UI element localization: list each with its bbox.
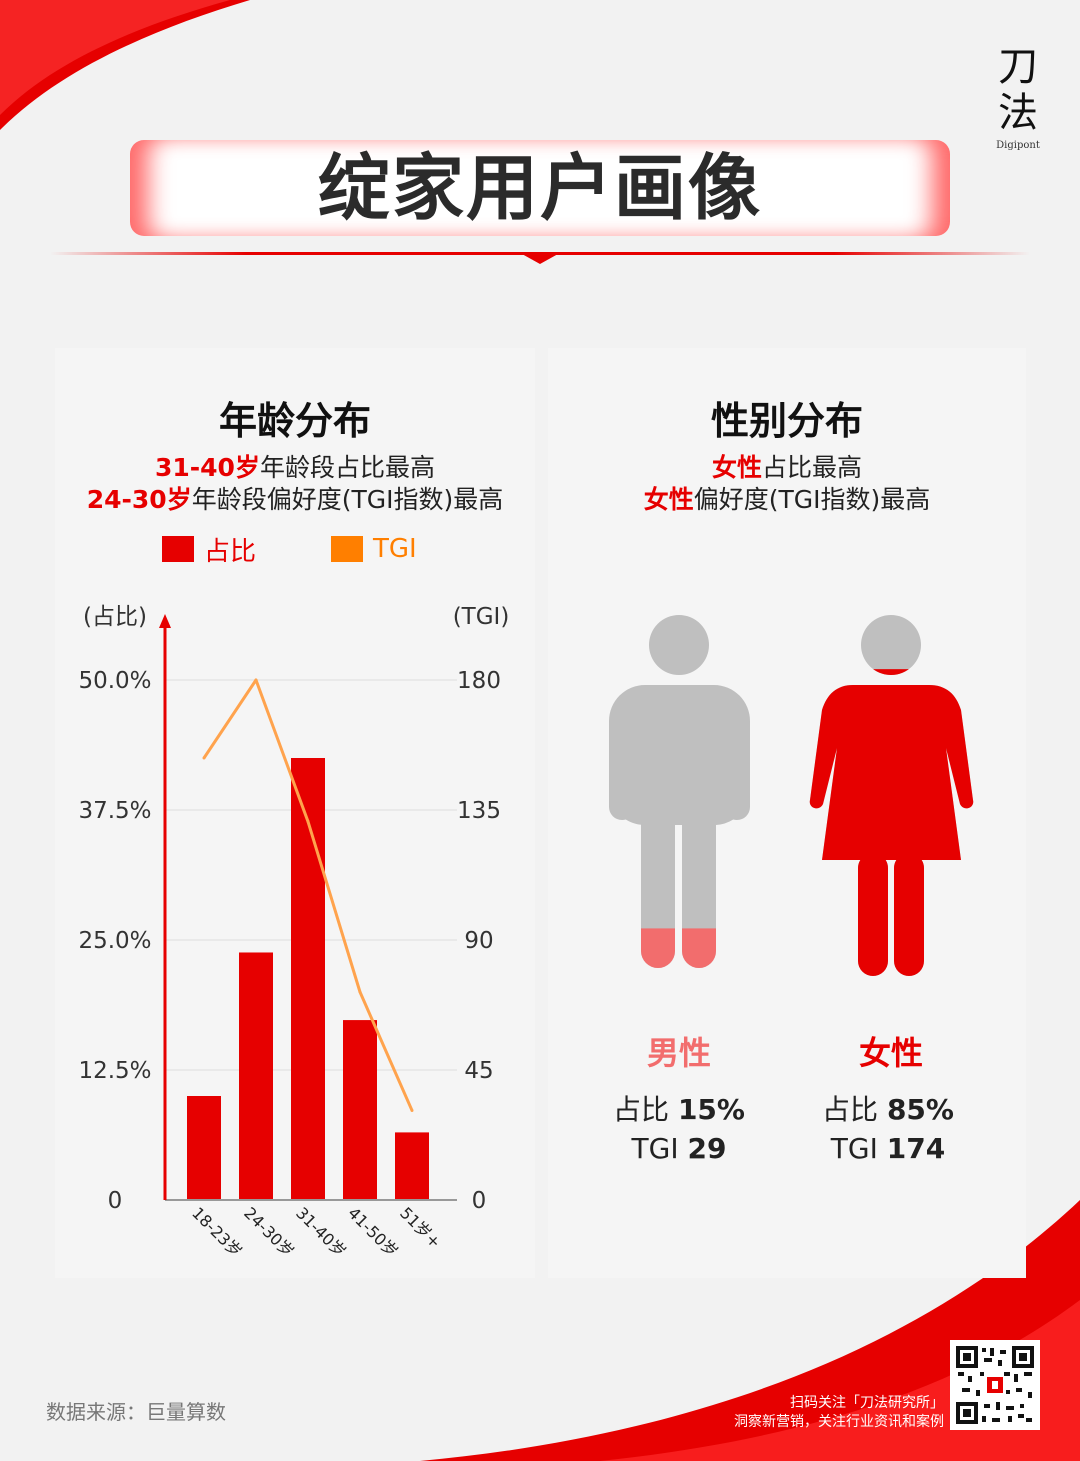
- tgi-point-41-50岁: [358, 990, 362, 994]
- male-tgi-stat: TGI 29: [569, 1132, 789, 1165]
- male-share-value: 15%: [677, 1093, 745, 1126]
- qr-code[interactable]: [950, 1340, 1040, 1430]
- gender-insight-2-highlight: 女性: [643, 485, 694, 514]
- y-axis-arrow: [159, 614, 171, 628]
- follow-line-1: 扫码关注「刀法研究所」: [790, 1395, 944, 1411]
- legend-swatch-tgi: [331, 536, 363, 562]
- x-tick-label: 18-23岁: [188, 1203, 246, 1261]
- age-panel-title: 年龄分布: [218, 399, 371, 443]
- gender-distribution-panel: 性别分布 女性占比最高 女性偏好度(TGI指数)最高: [548, 348, 1026, 1278]
- gender-panel-title: 性别分布: [710, 399, 863, 443]
- male-figure-icon: [609, 615, 750, 968]
- brand-name-en: Digipont: [996, 140, 1040, 151]
- brand-name-cn: 刀法: [998, 44, 1038, 136]
- age-insight-line-1: 31-40岁年龄段占比最高: [55, 448, 535, 484]
- female-tgi-value: 174: [886, 1132, 946, 1165]
- y-right-tick-label: 0: [472, 1188, 487, 1214]
- male-label: 男性: [646, 1034, 711, 1072]
- age-insight-1-text: 年龄段占比最高: [259, 453, 435, 482]
- y-left-axis-title: (占比): [83, 604, 147, 630]
- qr-code-icon: [954, 1344, 1036, 1426]
- y-left-tick-label: 37.5%: [78, 798, 151, 824]
- male-share-stat: 占比 15%: [569, 1088, 789, 1128]
- gender-insight-line-2: 女性偏好度(TGI指数)最高: [548, 480, 1026, 516]
- y-right-axis-title: (TGI): [453, 604, 510, 630]
- bar-41-50岁: [343, 1020, 377, 1200]
- female-share-fill: [809, 669, 974, 976]
- age-insight-1-highlight: 31-40岁: [155, 453, 260, 482]
- gender-insight-2-text: 偏好度(TGI指数)最高: [693, 485, 931, 514]
- y-left-tick-label: 0: [108, 1188, 123, 1214]
- legend-label-share: 占比: [204, 536, 257, 567]
- tgi-point-31-40岁: [306, 820, 310, 824]
- y-right-tick-label: 90: [464, 928, 493, 954]
- bar-51岁+: [395, 1132, 429, 1200]
- age-insight-line-2: 24-30岁年龄段偏好度(TGI指数)最高: [55, 480, 535, 516]
- gender-insight-1-highlight: 女性: [711, 453, 762, 482]
- age-chart: 0 12.5% 25.0% 37.5% 50.0% 0 45 90 135 180 (占比) (TGI…: [78, 604, 510, 1261]
- data-source-note: 数据来源：巨量算数: [46, 1400, 226, 1424]
- male-share-prefix: 占比: [613, 1093, 670, 1126]
- female-share-prefix: 占比: [822, 1093, 879, 1126]
- legend-item-tgi: TGI: [331, 534, 417, 564]
- y-right-tick-label: 45: [464, 1058, 493, 1084]
- gender-insight-1-text: 占比最高: [762, 453, 863, 482]
- follow-note: 扫码关注「刀法研究所」 洞察新营销，关注行业资讯和案例: [700, 1394, 944, 1432]
- gender-insight-line-1: 女性占比最高: [548, 448, 1026, 484]
- brand-logo: 刀法 Digipont: [990, 44, 1046, 151]
- page-title: 绽家用户画像: [317, 146, 762, 230]
- legend-label-tgi: TGI: [373, 534, 417, 564]
- title-divider: [50, 252, 1030, 255]
- female-figure-icon: [809, 615, 974, 976]
- female-label: 女性: [858, 1034, 923, 1072]
- female-tgi-stat: TGI 174: [778, 1132, 998, 1165]
- male-share-fill: [609, 928, 750, 968]
- tgi-point-18-23岁: [202, 756, 206, 760]
- y-left-tick-label: 50.0%: [78, 668, 151, 694]
- bar-24-30岁: [239, 952, 273, 1200]
- female-tgi-prefix: TGI: [830, 1132, 878, 1165]
- x-tick-label: 51岁+: [396, 1203, 445, 1252]
- female-share-value: 85%: [886, 1093, 954, 1126]
- legend-swatch-share: [162, 536, 194, 562]
- x-tick-label: 31-40岁: [292, 1203, 350, 1261]
- male-tgi-prefix: TGI: [631, 1132, 679, 1165]
- title-banner: 绽家用户画像: [130, 140, 950, 236]
- tgi-point-51岁+: [410, 1108, 414, 1112]
- y-right-tick-label: 180: [457, 668, 501, 694]
- bar-18-23岁: [187, 1096, 221, 1200]
- y-left-tick-label: 25.0%: [78, 928, 151, 954]
- y-left-tick-label: 12.5%: [78, 1058, 151, 1084]
- male-tgi-value: 29: [687, 1132, 727, 1165]
- x-tick-label: 41-50岁: [344, 1203, 402, 1261]
- female-share-stat: 占比 85%: [778, 1088, 998, 1128]
- tgi-point-24-30岁: [254, 678, 258, 682]
- y-right-tick-label: 135: [457, 798, 501, 824]
- age-insight-2-text: 年龄段偏好度(TGI指数)最高: [191, 485, 504, 514]
- age-insight-2-highlight: 24-30岁: [86, 485, 192, 514]
- legend-item-share: 占比: [162, 534, 256, 567]
- title-divider-notch: [522, 254, 558, 264]
- gender-figures: [609, 615, 974, 976]
- bar-31-40岁: [291, 758, 325, 1200]
- age-distribution-panel: 年龄分布 31-40岁年龄段占比最高 24-30岁年龄段偏好度(TGI指数)最高…: [55, 348, 535, 1278]
- x-tick-label: 24-30岁: [240, 1203, 298, 1261]
- follow-line-2: 洞察新营销，关注行业资讯和案例: [734, 1414, 944, 1430]
